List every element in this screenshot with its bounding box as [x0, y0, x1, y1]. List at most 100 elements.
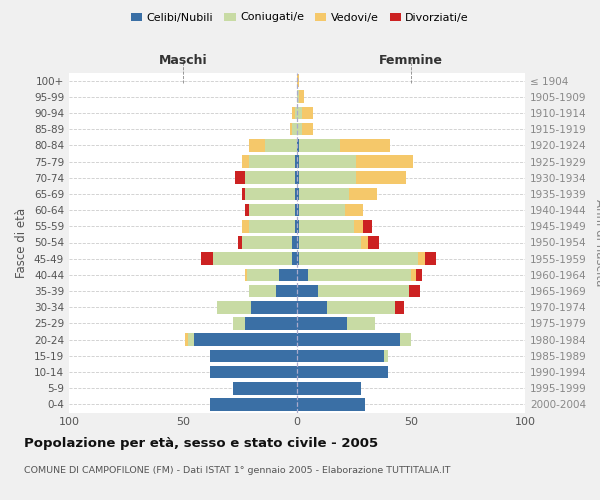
Bar [299, 155, 356, 168]
Bar [299, 236, 361, 249]
Bar [297, 382, 361, 394]
Bar [245, 172, 295, 184]
Bar [297, 172, 299, 184]
Bar [411, 268, 416, 281]
Bar [297, 139, 299, 151]
Bar [383, 350, 388, 362]
Bar [297, 268, 308, 281]
Bar [295, 172, 297, 184]
Bar [292, 106, 295, 120]
Bar [235, 172, 245, 184]
Bar [242, 188, 245, 200]
Bar [212, 252, 292, 265]
Bar [292, 236, 297, 249]
Bar [425, 252, 436, 265]
Legend: Celibi/Nubili, Coniugati/e, Vedovi/e, Divorziati/e: Celibi/Nubili, Coniugati/e, Vedovi/e, Di… [127, 8, 473, 27]
Bar [297, 334, 400, 346]
Bar [363, 220, 372, 232]
Bar [347, 317, 374, 330]
Bar [297, 155, 299, 168]
Bar [292, 252, 297, 265]
Bar [297, 220, 299, 232]
Bar [400, 334, 411, 346]
Bar [233, 317, 245, 330]
Bar [340, 139, 391, 151]
Text: Maschi: Maschi [158, 54, 208, 67]
Bar [299, 204, 345, 216]
Bar [297, 301, 326, 314]
Bar [242, 236, 292, 249]
Bar [361, 236, 368, 249]
Bar [418, 252, 425, 265]
Bar [277, 285, 297, 298]
Bar [299, 90, 304, 103]
Bar [295, 155, 297, 168]
Bar [349, 188, 377, 200]
Bar [297, 252, 299, 265]
Bar [194, 334, 297, 346]
Bar [368, 236, 379, 249]
Bar [245, 268, 247, 281]
Bar [249, 204, 295, 216]
Bar [245, 188, 295, 200]
Bar [297, 285, 317, 298]
Bar [242, 155, 249, 168]
Bar [297, 106, 302, 120]
Bar [265, 139, 297, 151]
Bar [317, 285, 409, 298]
Bar [416, 268, 422, 281]
Bar [247, 268, 279, 281]
Bar [308, 268, 411, 281]
Bar [297, 398, 365, 410]
Bar [245, 204, 249, 216]
Bar [251, 301, 297, 314]
Text: Popolazione per età, sesso e stato civile - 2005: Popolazione per età, sesso e stato civil… [24, 438, 378, 450]
Bar [326, 301, 395, 314]
Y-axis label: Fasce di età: Fasce di età [16, 208, 28, 278]
Bar [302, 123, 313, 136]
Bar [249, 139, 265, 151]
Bar [295, 220, 297, 232]
Bar [292, 123, 297, 136]
Bar [249, 285, 277, 298]
Bar [297, 350, 383, 362]
Bar [249, 155, 295, 168]
Y-axis label: Anni di nascita: Anni di nascita [593, 199, 600, 286]
Bar [297, 204, 299, 216]
Bar [217, 301, 251, 314]
Text: COMUNE DI CAMPOFILONE (FM) - Dati ISTAT 1° gennaio 2005 - Elaborazione TUTTITALI: COMUNE DI CAMPOFILONE (FM) - Dati ISTAT … [24, 466, 451, 475]
Bar [245, 317, 297, 330]
Bar [290, 123, 292, 136]
Bar [299, 252, 418, 265]
Bar [211, 398, 297, 410]
Bar [297, 236, 299, 249]
Bar [297, 90, 299, 103]
Bar [295, 204, 297, 216]
Bar [297, 317, 347, 330]
Bar [395, 301, 404, 314]
Bar [356, 172, 406, 184]
Bar [299, 139, 340, 151]
Bar [302, 106, 313, 120]
Bar [185, 334, 188, 346]
Bar [354, 220, 363, 232]
Bar [249, 220, 295, 232]
Bar [345, 204, 363, 216]
Bar [409, 285, 420, 298]
Text: Femmine: Femmine [379, 54, 443, 67]
Bar [211, 366, 297, 378]
Bar [297, 188, 299, 200]
Bar [297, 74, 299, 87]
Bar [279, 268, 297, 281]
Bar [295, 188, 297, 200]
Bar [211, 350, 297, 362]
Bar [188, 334, 194, 346]
Bar [299, 188, 349, 200]
Bar [238, 236, 242, 249]
Bar [356, 155, 413, 168]
Bar [201, 252, 212, 265]
Bar [299, 172, 356, 184]
Bar [297, 366, 388, 378]
Bar [297, 123, 302, 136]
Bar [295, 106, 297, 120]
